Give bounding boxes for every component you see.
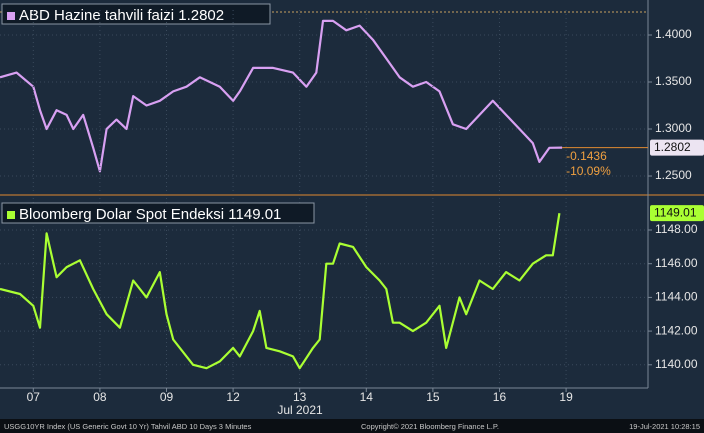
legend-swatch — [7, 211, 15, 219]
last-value-label: 1.2802 — [654, 140, 691, 154]
legend-name: Bloomberg Dolar Spot Endeksi — [19, 206, 224, 223]
x-tick-label: 08 — [93, 390, 107, 404]
y-tick-label: 1.3000 — [655, 121, 692, 135]
x-axis-label: Jul 2021 — [277, 403, 323, 417]
x-tick-label: 07 — [27, 390, 41, 404]
legend-text: Bloomberg Dolar Spot Endeksi 1149.01 — [19, 206, 281, 223]
legend-text: ABD Hazine tahvili faizi 1.2802 — [19, 7, 224, 24]
y-tick-label: 1142.00 — [655, 323, 698, 337]
x-tick-label: 19 — [559, 390, 573, 404]
y-tick-label: 1.2500 — [655, 168, 692, 182]
y-tick-label: 1148.00 — [655, 222, 698, 236]
y-tick-label: 1146.00 — [655, 256, 698, 270]
y-tick-label: 1140.00 — [655, 357, 698, 371]
legend-value: 1149.01 — [228, 206, 281, 223]
x-tick-label: 09 — [160, 390, 174, 404]
legend-name: ABD Hazine tahvili faizi — [19, 7, 174, 24]
legend: ABD Hazine tahvili faizi 1.2802 — [1, 3, 271, 25]
legend-box — [1, 3, 271, 25]
y-tick-label: 1144.00 — [655, 290, 698, 304]
legend-swatch — [7, 12, 15, 20]
last-value-bg — [650, 205, 704, 222]
annotation: -10.09% — [566, 164, 611, 178]
last-value-box: 1.2802 — [650, 139, 704, 156]
x-tick-label: 14 — [360, 390, 374, 404]
annotation: -0.1436 — [566, 149, 607, 163]
x-tick-label: 16 — [493, 390, 507, 404]
x-tick-label: 12 — [226, 390, 240, 404]
legend-box — [1, 202, 315, 224]
x-tick-label: 13 — [293, 390, 307, 404]
legend-value: 1.2802 — [178, 7, 224, 24]
footer-left: USGG10YR Index (US Generic Govt 10 Yr) T… — [4, 422, 252, 431]
series-line — [0, 213, 561, 370]
y-tick-label: 1.3500 — [655, 74, 692, 88]
footer-center: Copyright© 2021 Bloomberg Finance L.P. — [361, 422, 499, 431]
footer-bar — [0, 419, 704, 433]
last-value-box: 1149.01 — [650, 205, 704, 222]
footer-right: 19-Jul-2021 10:28:15 — [629, 422, 700, 431]
x-tick-label: 15 — [426, 390, 440, 404]
y-tick-label: 1.4000 — [655, 27, 692, 41]
series-line — [0, 19, 563, 173]
legend: Bloomberg Dolar Spot Endeksi 1149.01 — [1, 202, 315, 224]
last-value-label: 1149.01 — [654, 205, 697, 219]
last-value-bg — [650, 139, 704, 156]
